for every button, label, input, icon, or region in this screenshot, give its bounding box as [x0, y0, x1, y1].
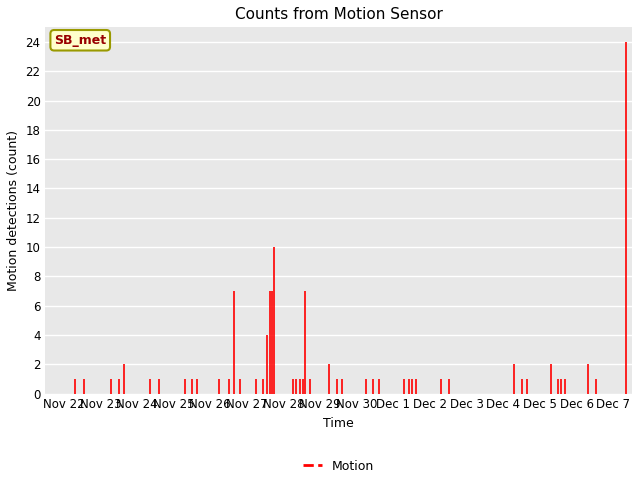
Title: Counts from Motion Sensor: Counts from Motion Sensor [234, 7, 442, 22]
Y-axis label: Motion detections (count): Motion detections (count) [7, 130, 20, 291]
Legend: Motion: Motion [298, 455, 379, 478]
X-axis label: Time: Time [323, 417, 354, 430]
Text: SB_met: SB_met [54, 34, 106, 47]
